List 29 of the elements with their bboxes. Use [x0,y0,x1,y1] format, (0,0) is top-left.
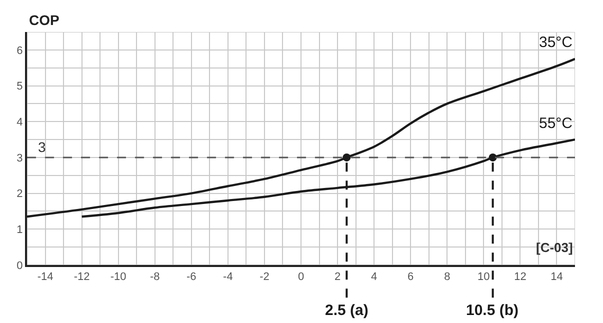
x-tick-label: 14 [550,271,563,284]
y-tick-label: 4 [16,116,23,128]
x-tick-label: -14 [37,271,54,284]
y-tick-label: 1 [16,224,23,236]
ref-line-label: 2.5 (a) [325,302,368,319]
y-tick-label: 6 [16,44,23,57]
x-tick-label: -12 [74,271,90,284]
ref-line-label: 10.5 (b) [466,302,519,319]
series-label: 35°C [539,34,573,51]
x-tick-label: 0 [298,271,304,284]
x-tick-label: -10 [110,271,126,284]
y-tick-label: 3 [16,152,23,164]
x-tick-label: 10 [478,271,490,284]
x-tick-label: 12 [514,271,526,284]
x-tick-label: 4 [371,271,378,284]
x-tick-label: 8 [444,271,450,284]
x-tick-label: -2 [260,271,270,284]
y-tick-label: 0 [16,260,23,272]
ref-line-label: 3 [38,139,46,155]
y-tick-label: 5 [16,80,23,93]
series-label: 55°C [539,115,573,132]
y-axis-title: COP [29,12,60,28]
x-tick-label: -6 [186,271,196,284]
y-tick-label: 2 [16,188,23,200]
x-axis-title: [C-03] [536,240,573,255]
x-tick-label: -8 [150,271,160,284]
x-tick-label: 2 [334,271,341,284]
x-tick-label: -4 [223,271,233,284]
x-tick-label: 6 [408,271,414,284]
